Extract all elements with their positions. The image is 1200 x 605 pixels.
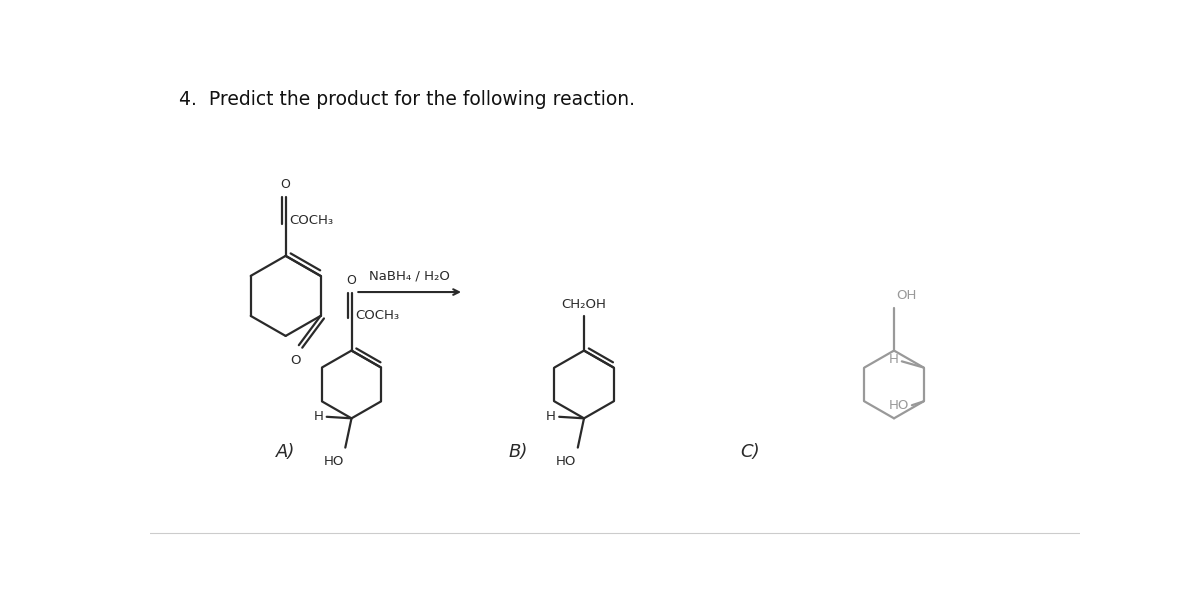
Text: 4.  Predict the product for the following reaction.: 4. Predict the product for the following… (180, 90, 636, 110)
Text: NaBH₄ / H₂O: NaBH₄ / H₂O (370, 269, 450, 282)
Text: H: H (313, 410, 324, 422)
Text: H: H (889, 353, 899, 366)
Text: HO: HO (888, 399, 908, 412)
Text: O: O (290, 354, 301, 367)
Text: O: O (281, 178, 290, 191)
Text: H: H (546, 410, 556, 422)
Text: C): C) (740, 443, 760, 461)
Text: HO: HO (556, 454, 576, 468)
Text: O: O (347, 275, 356, 287)
Text: CH₂OH: CH₂OH (562, 298, 606, 310)
Text: HO: HO (323, 454, 343, 468)
Text: COCH₃: COCH₃ (355, 309, 400, 322)
Text: B): B) (508, 443, 528, 461)
Text: A): A) (276, 443, 295, 461)
Text: OH: OH (896, 289, 917, 302)
Text: COCH₃: COCH₃ (289, 214, 334, 227)
